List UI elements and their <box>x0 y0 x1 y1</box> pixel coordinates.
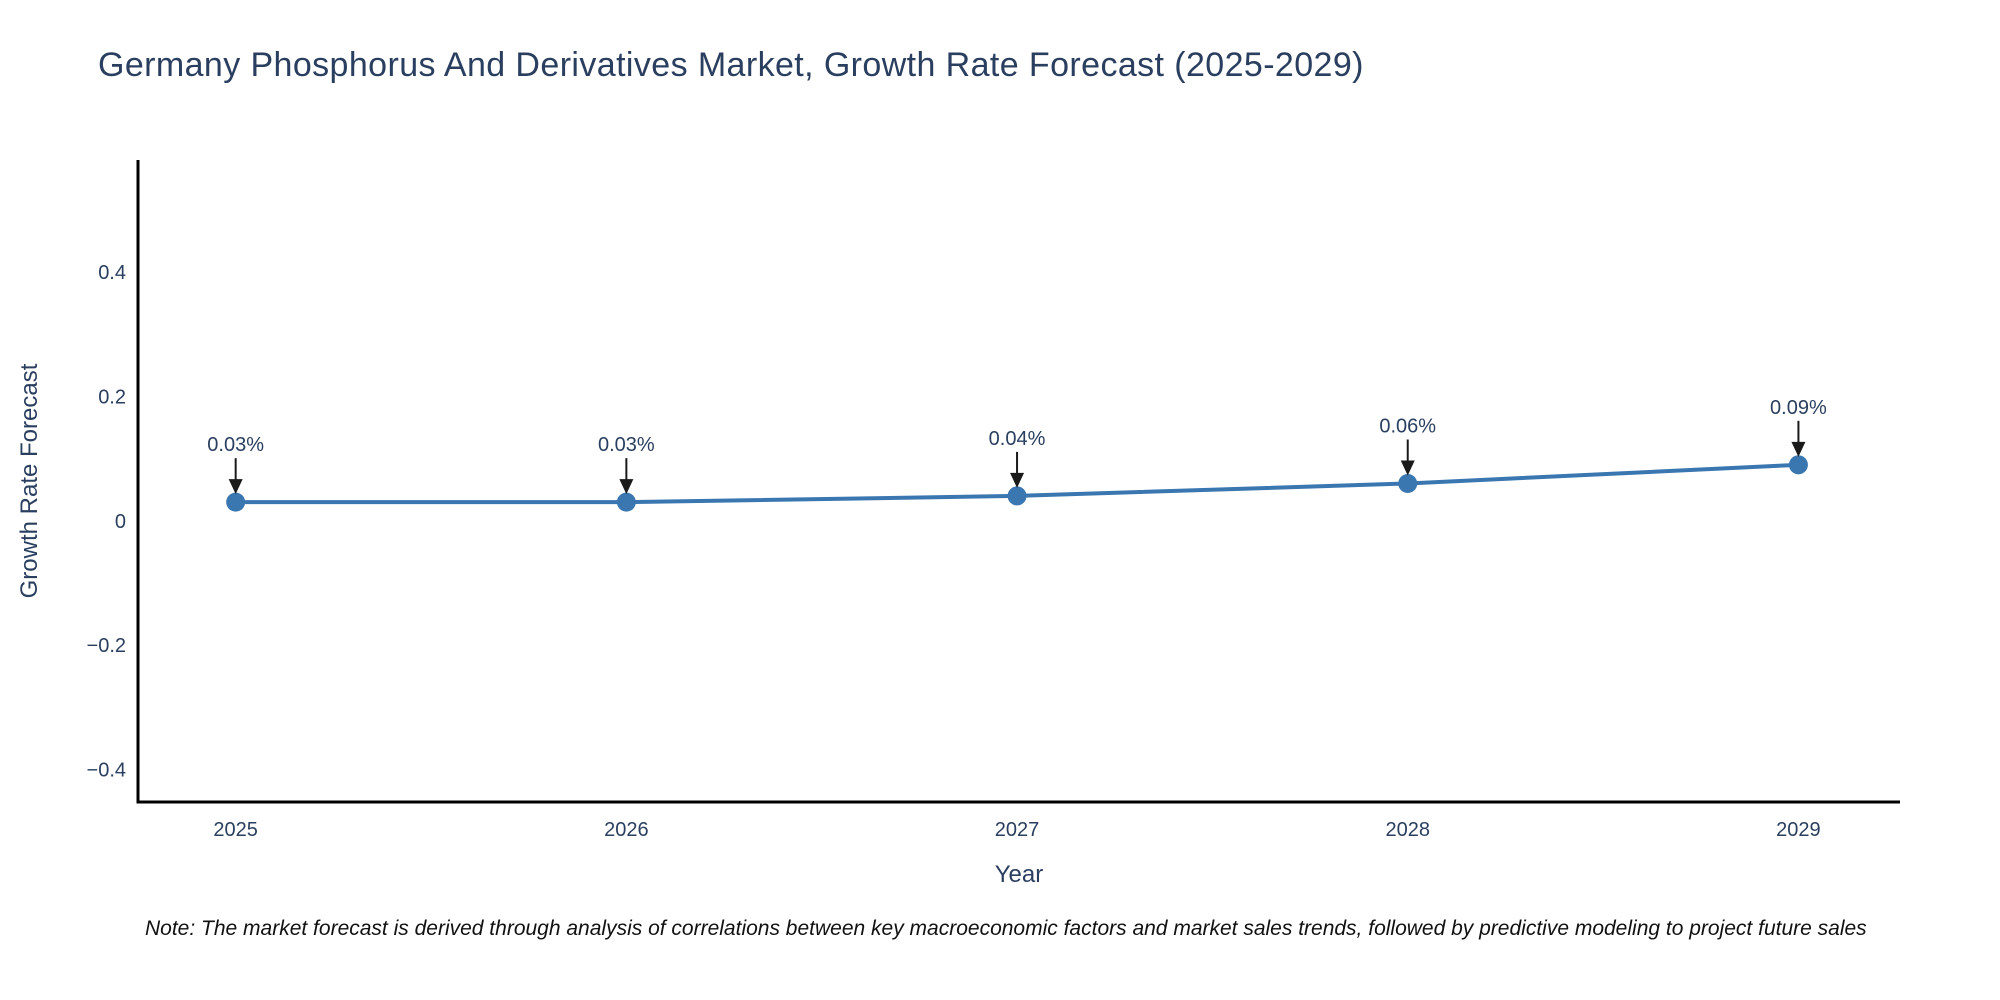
y-tick-label: 0 <box>115 511 126 533</box>
annotation-arrow-head <box>619 479 634 495</box>
point-label: 0.03% <box>207 434 264 456</box>
x-tick-label: 2027 <box>995 819 1040 841</box>
point-label: 0.09% <box>1770 397 1827 419</box>
x-tick-label: 2028 <box>1385 819 1430 841</box>
x-axis-title: Year <box>994 861 1044 888</box>
y-tick-label: −0.2 <box>87 635 126 657</box>
data-point <box>1788 455 1808 475</box>
annotation-arrow-head <box>1791 441 1806 457</box>
footnote: Note: The market forecast is derived thr… <box>145 917 1867 940</box>
data-point <box>1007 486 1027 506</box>
y-tick-label: 0.4 <box>98 262 126 284</box>
annotation-arrow-head <box>228 479 243 495</box>
x-tick-label: 2029 <box>1776 819 1821 841</box>
y-tick-label: −0.4 <box>87 760 126 782</box>
point-label: 0.04% <box>989 428 1046 450</box>
data-point <box>616 492 636 512</box>
data-point <box>1398 473 1418 493</box>
annotation-arrow-head <box>1400 460 1415 476</box>
chart-title: Germany Phosphorus And Derivatives Marke… <box>98 46 1364 84</box>
point-label: 0.06% <box>1379 415 1436 437</box>
point-label: 0.03% <box>598 434 655 456</box>
data-point <box>226 492 246 512</box>
x-tick-label: 2026 <box>604 819 649 841</box>
y-tick-label: 0.2 <box>98 386 126 408</box>
annotation-arrow-head <box>1010 472 1025 488</box>
x-tick-label: 2025 <box>213 819 258 841</box>
